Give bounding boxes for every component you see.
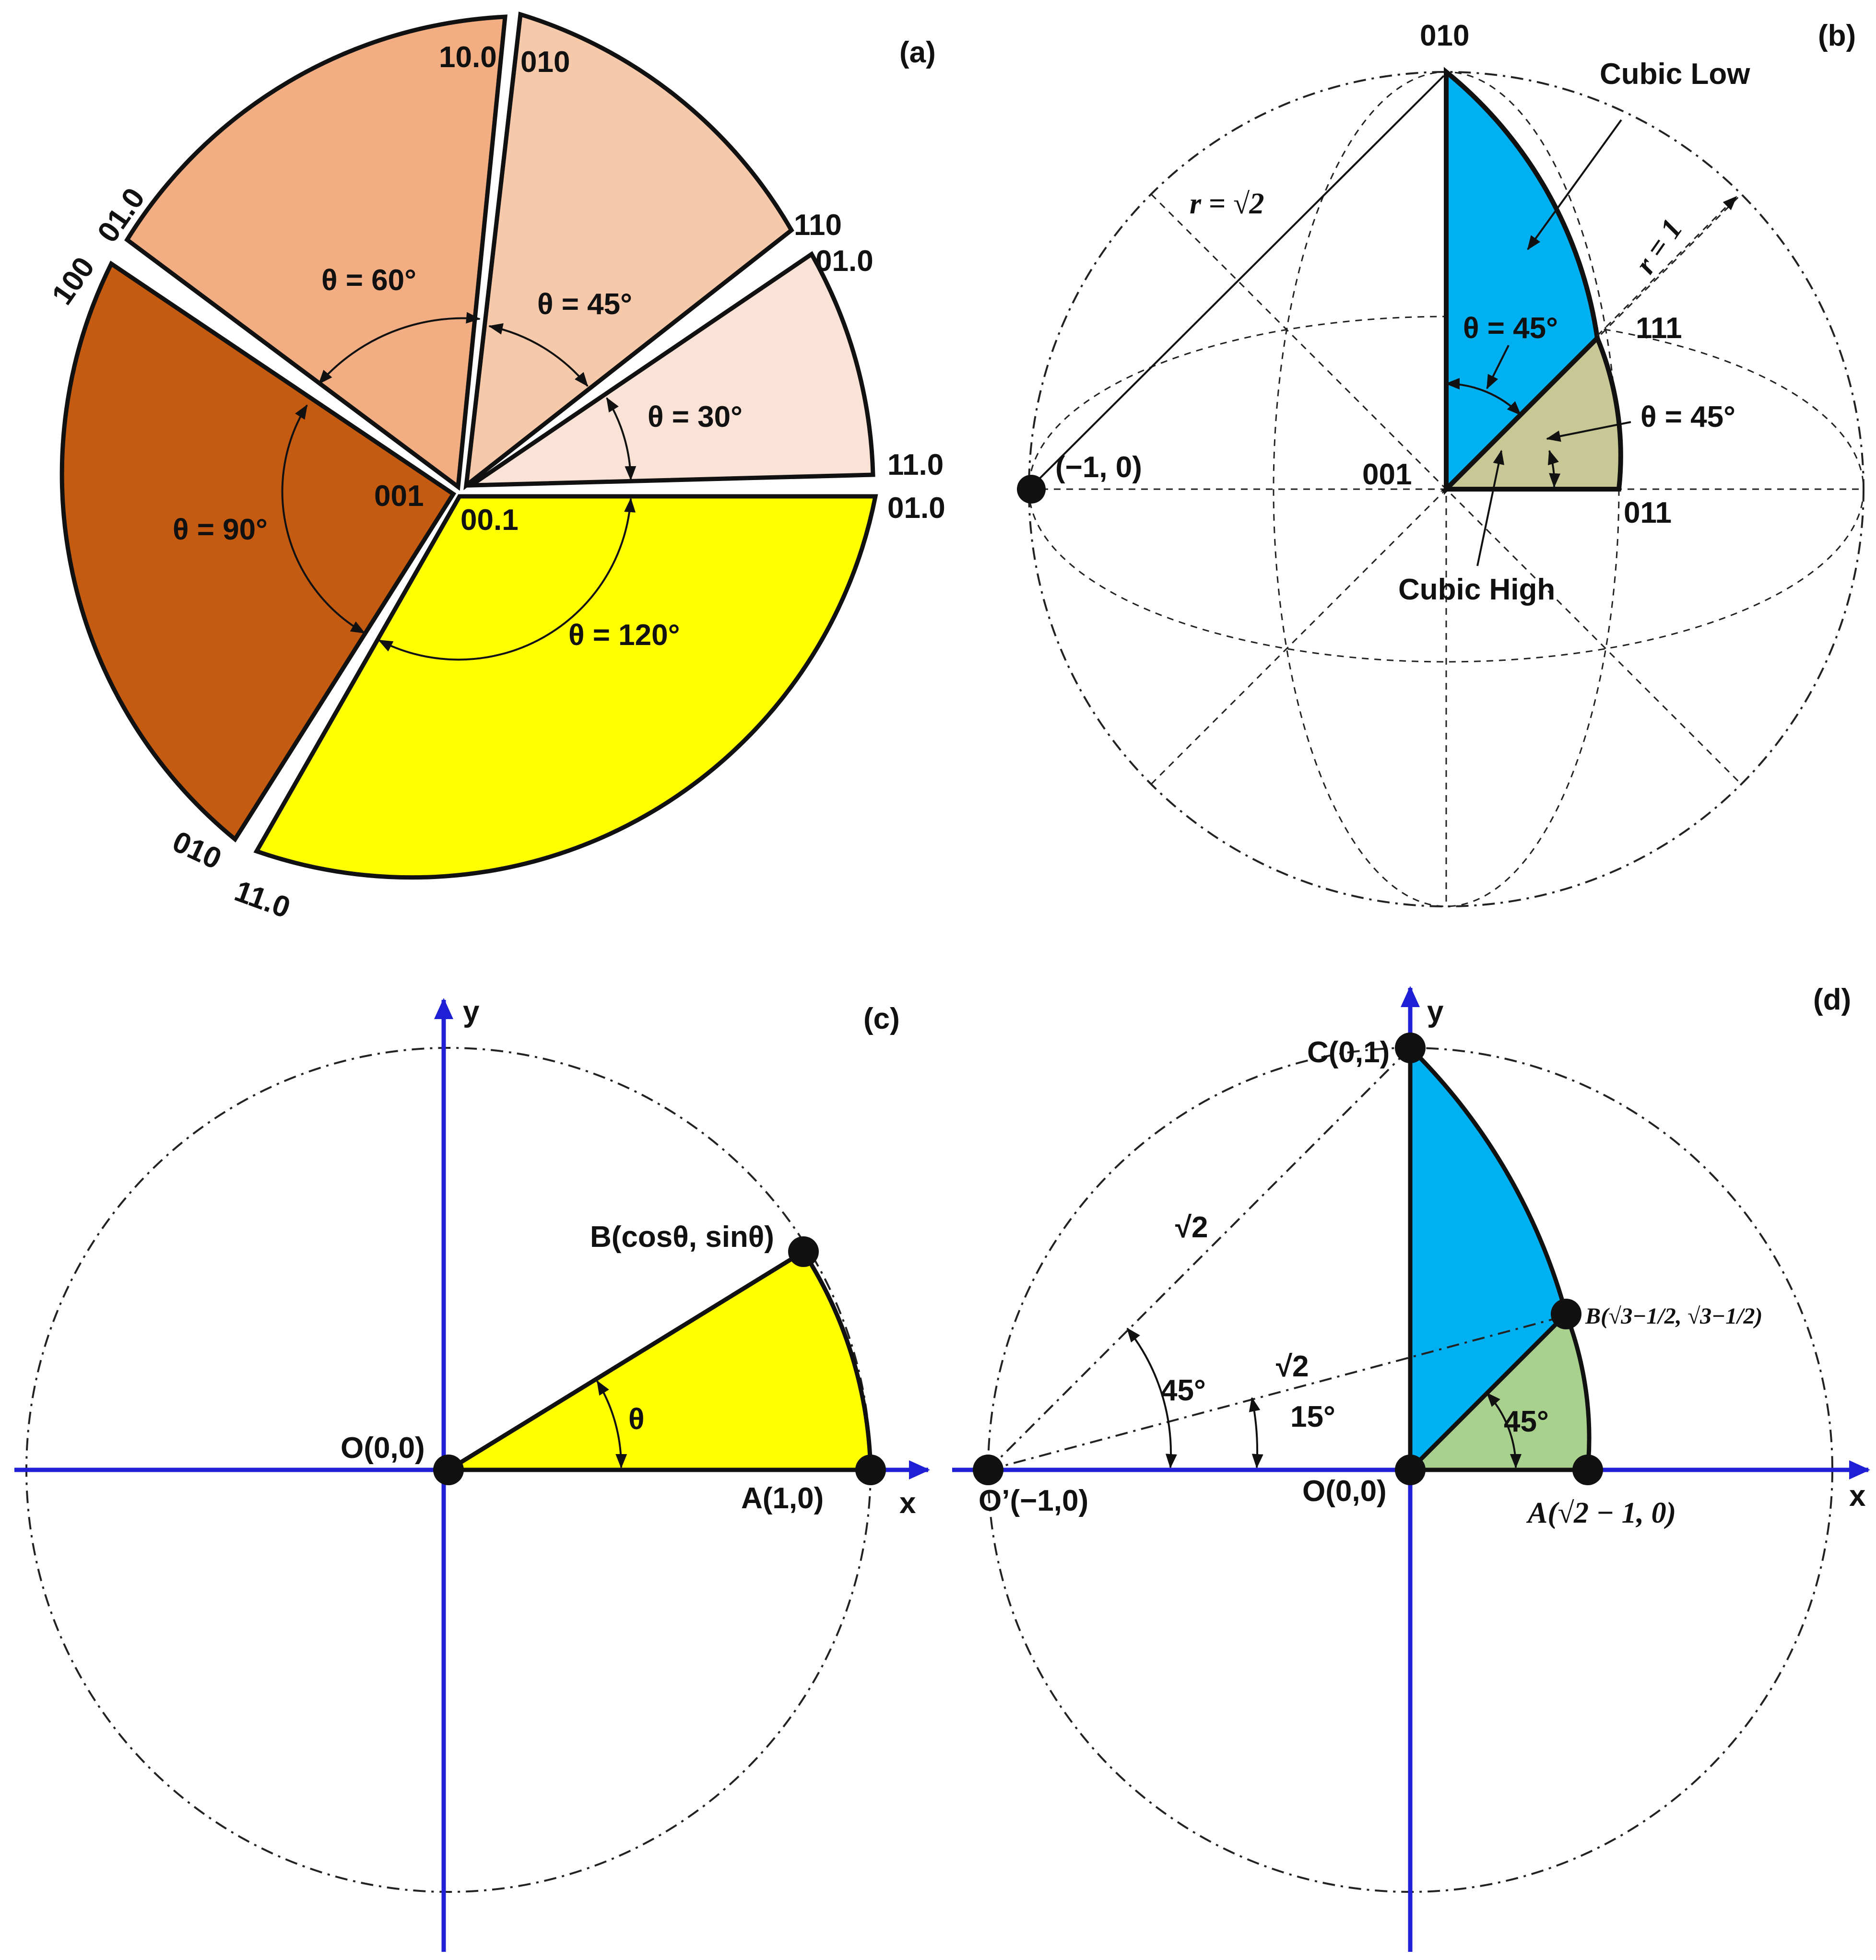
theta-high-label: θ = 45°	[1640, 400, 1735, 434]
panel-d-tag: (d)	[1813, 983, 1851, 1016]
panel-b-tag: (b)	[1818, 19, 1856, 52]
point-o-label-d: O(0,0)	[1302, 1475, 1387, 1508]
arc-120	[378, 498, 636, 661]
cubic-high-region	[1440, 334, 1623, 492]
arc-60	[318, 312, 481, 385]
y-label-d: y	[1427, 995, 1444, 1028]
panel-d: (d) y x C(0,1) √2 B(√3−1/2, √3−1/2) √2 4…	[952, 983, 1870, 1952]
point-left-b	[1017, 475, 1046, 504]
edge-010-bottom: 010	[167, 825, 226, 876]
arc-90	[281, 404, 366, 634]
arc-15	[1249, 1397, 1263, 1468]
point-b-label-d: B(√3−1/2, √3−1/2)	[1585, 1303, 1763, 1329]
x-label-c: x	[899, 1487, 916, 1520]
pointer-cubic-high	[1476, 450, 1505, 566]
point-o-c	[433, 1455, 464, 1485]
edge-110: 110	[794, 209, 842, 242]
angle-15-label: 15°	[1290, 1400, 1335, 1433]
angle-45-right-label: 45°	[1504, 1405, 1549, 1438]
sector-30	[463, 251, 875, 488]
point-o-d	[1395, 1455, 1426, 1485]
point-left-label: (−1, 0)	[1055, 451, 1142, 484]
sqrt2-upper-label: √2	[1175, 1211, 1208, 1244]
cubic-low-label: Cubic Low	[1600, 58, 1750, 91]
theta-45-label: θ = 45°	[537, 288, 632, 321]
pole-001: 001	[1362, 458, 1412, 491]
sector-90	[59, 260, 457, 843]
point-c-d	[1395, 1033, 1426, 1063]
blue-region-d	[1408, 1043, 1569, 1475]
edge-01-0-lower: 01.0	[887, 492, 945, 525]
pole-111: 111	[1636, 312, 1682, 345]
sqrt2-line-lower	[988, 1315, 1564, 1471]
point-b-label-c: B(cosθ, sinθ)	[590, 1221, 774, 1254]
point-o-prime-label-d: O’(−1,0)	[979, 1484, 1088, 1517]
arc-30	[606, 397, 637, 481]
origin-label-c: O(0,0)	[341, 1432, 425, 1465]
pole-011: 011	[1624, 496, 1672, 529]
theta-90-label: θ = 90°	[173, 513, 268, 546]
arc-45-left	[1126, 1327, 1177, 1468]
theta-120-label: θ = 120°	[568, 619, 680, 652]
center-00-1: 00.1	[460, 504, 519, 537]
panel-c-tag: (c)	[863, 1002, 900, 1035]
theta-60-label: θ = 60°	[321, 264, 416, 297]
pointer-theta-low	[1486, 345, 1510, 389]
arc-theta-high	[1547, 450, 1561, 488]
point-o-prime-d	[973, 1455, 1003, 1485]
panel-b: (b) 010 Cubic Low r = √2 r = 1 θ = 45° 1…	[1017, 19, 1864, 907]
edge-01-0-right: 01.0	[815, 245, 873, 278]
r-one-label: r = 1	[1629, 213, 1689, 280]
arc-45	[488, 323, 589, 387]
arc-theta-low	[1445, 378, 1522, 416]
panel-a: (a) θ = 60° θ = 45° θ = 30° θ = 120° θ =…	[46, 12, 945, 925]
point-a-c	[855, 1455, 886, 1485]
theta-low-label: θ = 45°	[1463, 312, 1558, 345]
edge-11-0-right: 11.0	[887, 448, 944, 481]
pointer-cubic-low	[1527, 119, 1622, 250]
point-b-c	[788, 1236, 819, 1267]
edge-10-0: 10.0	[439, 41, 497, 74]
pole-010: 010	[1420, 19, 1469, 52]
sector-theta-c	[441, 1248, 873, 1472]
r-sqrt2-label: r = √2	[1190, 188, 1264, 220]
center-001: 001	[374, 480, 424, 513]
point-a-label-c: A(1,0)	[741, 1482, 824, 1515]
theta-30-label: θ = 30°	[648, 400, 743, 434]
point-a-d	[1572, 1455, 1603, 1485]
x-label-d: x	[1849, 1479, 1866, 1513]
point-a-label-d: A(√2 − 1, 0)	[1526, 1497, 1676, 1529]
panel-c: (c) y x B(cosθ, sinθ) θ O(0,0) A(1,0)	[14, 995, 930, 1952]
panel-a-tag: (a)	[899, 36, 936, 69]
arc-theta-c	[596, 1380, 627, 1468]
theta-label-c: θ	[628, 1403, 645, 1436]
edge-11-0-bottom: 11.0	[230, 874, 295, 925]
edge-010-top: 010	[520, 46, 570, 79]
sqrt2-lower-label: √2	[1276, 1350, 1309, 1383]
y-label-c: y	[463, 995, 480, 1028]
pointer-theta-high	[1546, 421, 1631, 442]
arc-45-right	[1486, 1392, 1522, 1468]
point-c-label-d: C(0,1)	[1307, 1036, 1390, 1069]
angle-45-left-label: 45°	[1161, 1374, 1206, 1407]
sqrt2-line-upper	[987, 1049, 1409, 1471]
r-sqrt2-line	[1030, 75, 1445, 488]
point-b-d	[1551, 1299, 1581, 1329]
cubic-high-label: Cubic High	[1398, 573, 1555, 606]
r-one-line	[1596, 196, 1737, 337]
